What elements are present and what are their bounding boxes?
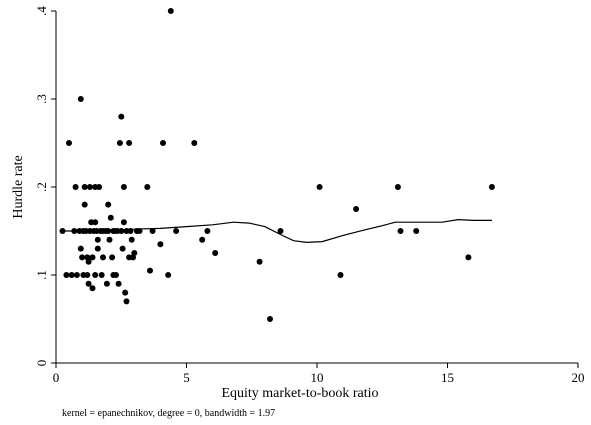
x-axis-title: Equity market-to-book ratio bbox=[221, 386, 378, 401]
data-point-36 bbox=[100, 254, 106, 261]
scatter-points bbox=[59, 8, 495, 322]
data-point-26 bbox=[92, 272, 99, 278]
data-point-73 bbox=[167, 8, 174, 14]
data-point-53 bbox=[119, 245, 126, 252]
data-point-9 bbox=[77, 245, 84, 252]
data-point-23 bbox=[89, 254, 96, 261]
data-point-17 bbox=[84, 272, 91, 278]
data-point-85 bbox=[394, 184, 401, 190]
data-point-87 bbox=[413, 228, 420, 234]
data-point-78 bbox=[212, 250, 219, 256]
data-point-1 bbox=[63, 272, 70, 278]
data-point-80 bbox=[267, 316, 273, 322]
data-point-64 bbox=[131, 250, 138, 256]
y-tick-label-0: 0 bbox=[34, 360, 49, 367]
x-tick-label-1: 5 bbox=[183, 370, 190, 385]
data-point-6 bbox=[73, 272, 80, 278]
data-point-14 bbox=[81, 201, 88, 208]
data-point-56 bbox=[122, 289, 129, 296]
data-point-42 bbox=[107, 214, 114, 221]
data-point-18 bbox=[85, 258, 92, 265]
data-point-84 bbox=[353, 206, 360, 212]
data-point-10 bbox=[79, 254, 86, 261]
data-point-61 bbox=[127, 228, 134, 234]
data-point-83 bbox=[337, 272, 344, 278]
y-tick-label-1: .1 bbox=[34, 270, 49, 280]
data-point-8 bbox=[77, 96, 84, 102]
data-point-62 bbox=[128, 236, 135, 243]
data-point-75 bbox=[191, 140, 198, 146]
data-point-71 bbox=[160, 140, 166, 146]
data-point-88 bbox=[465, 254, 472, 261]
data-point-82 bbox=[316, 184, 323, 190]
data-point-57 bbox=[123, 298, 130, 305]
data-point-68 bbox=[147, 267, 153, 274]
chart-note: kernel = epanechnikov, degree = 0, bandw… bbox=[62, 408, 275, 419]
data-point-4 bbox=[71, 228, 78, 234]
data-point-74 bbox=[173, 228, 180, 234]
data-point-40 bbox=[105, 201, 112, 208]
data-point-55 bbox=[120, 219, 127, 226]
data-point-49 bbox=[115, 280, 122, 287]
data-point-67 bbox=[144, 184, 151, 190]
data-point-0 bbox=[59, 228, 66, 234]
data-point-79 bbox=[256, 258, 263, 265]
data-point-28 bbox=[92, 219, 99, 226]
data-point-76 bbox=[199, 236, 206, 243]
data-point-13 bbox=[81, 184, 88, 190]
data-point-38 bbox=[103, 280, 110, 287]
y-axis-title: Hurdle rate bbox=[11, 155, 26, 218]
data-point-21 bbox=[86, 184, 93, 190]
data-point-52 bbox=[118, 228, 125, 234]
data-point-66 bbox=[136, 228, 143, 234]
data-point-50 bbox=[116, 140, 123, 146]
x-tick-label-4: 20 bbox=[572, 370, 585, 385]
data-point-69 bbox=[149, 228, 156, 234]
data-point-60 bbox=[126, 140, 133, 146]
data-point-5 bbox=[72, 184, 79, 190]
data-point-81 bbox=[277, 228, 284, 234]
x-tick-label-0: 0 bbox=[53, 370, 60, 385]
x-tick-label-3: 15 bbox=[441, 370, 454, 385]
data-point-54 bbox=[120, 184, 127, 190]
y-ticks: 0 .1 .2 .3 .4 bbox=[34, 6, 56, 367]
y-tick-label-2: .2 bbox=[34, 182, 49, 192]
data-point-89 bbox=[488, 184, 495, 190]
data-point-72 bbox=[165, 272, 172, 278]
x-ticks: 0 5 10 15 20 bbox=[53, 363, 585, 385]
data-point-39 bbox=[105, 228, 112, 234]
data-point-43 bbox=[109, 254, 116, 261]
x-tick-label-2: 10 bbox=[311, 370, 324, 385]
data-point-41 bbox=[106, 236, 113, 243]
data-point-47 bbox=[113, 272, 119, 278]
y-tick-label-3: .3 bbox=[34, 94, 49, 104]
data-point-70 bbox=[157, 241, 164, 248]
data-point-86 bbox=[397, 228, 404, 234]
data-point-51 bbox=[118, 113, 125, 120]
data-point-3 bbox=[68, 272, 75, 278]
y-tick-label-4: .4 bbox=[34, 6, 49, 16]
data-point-34 bbox=[98, 272, 105, 278]
data-point-19 bbox=[85, 280, 92, 287]
data-point-2 bbox=[66, 140, 72, 146]
data-point-77 bbox=[204, 228, 211, 234]
data-point-30 bbox=[94, 236, 101, 243]
data-point-24 bbox=[89, 285, 96, 292]
data-point-31 bbox=[94, 245, 101, 252]
data-point-32 bbox=[96, 184, 103, 190]
